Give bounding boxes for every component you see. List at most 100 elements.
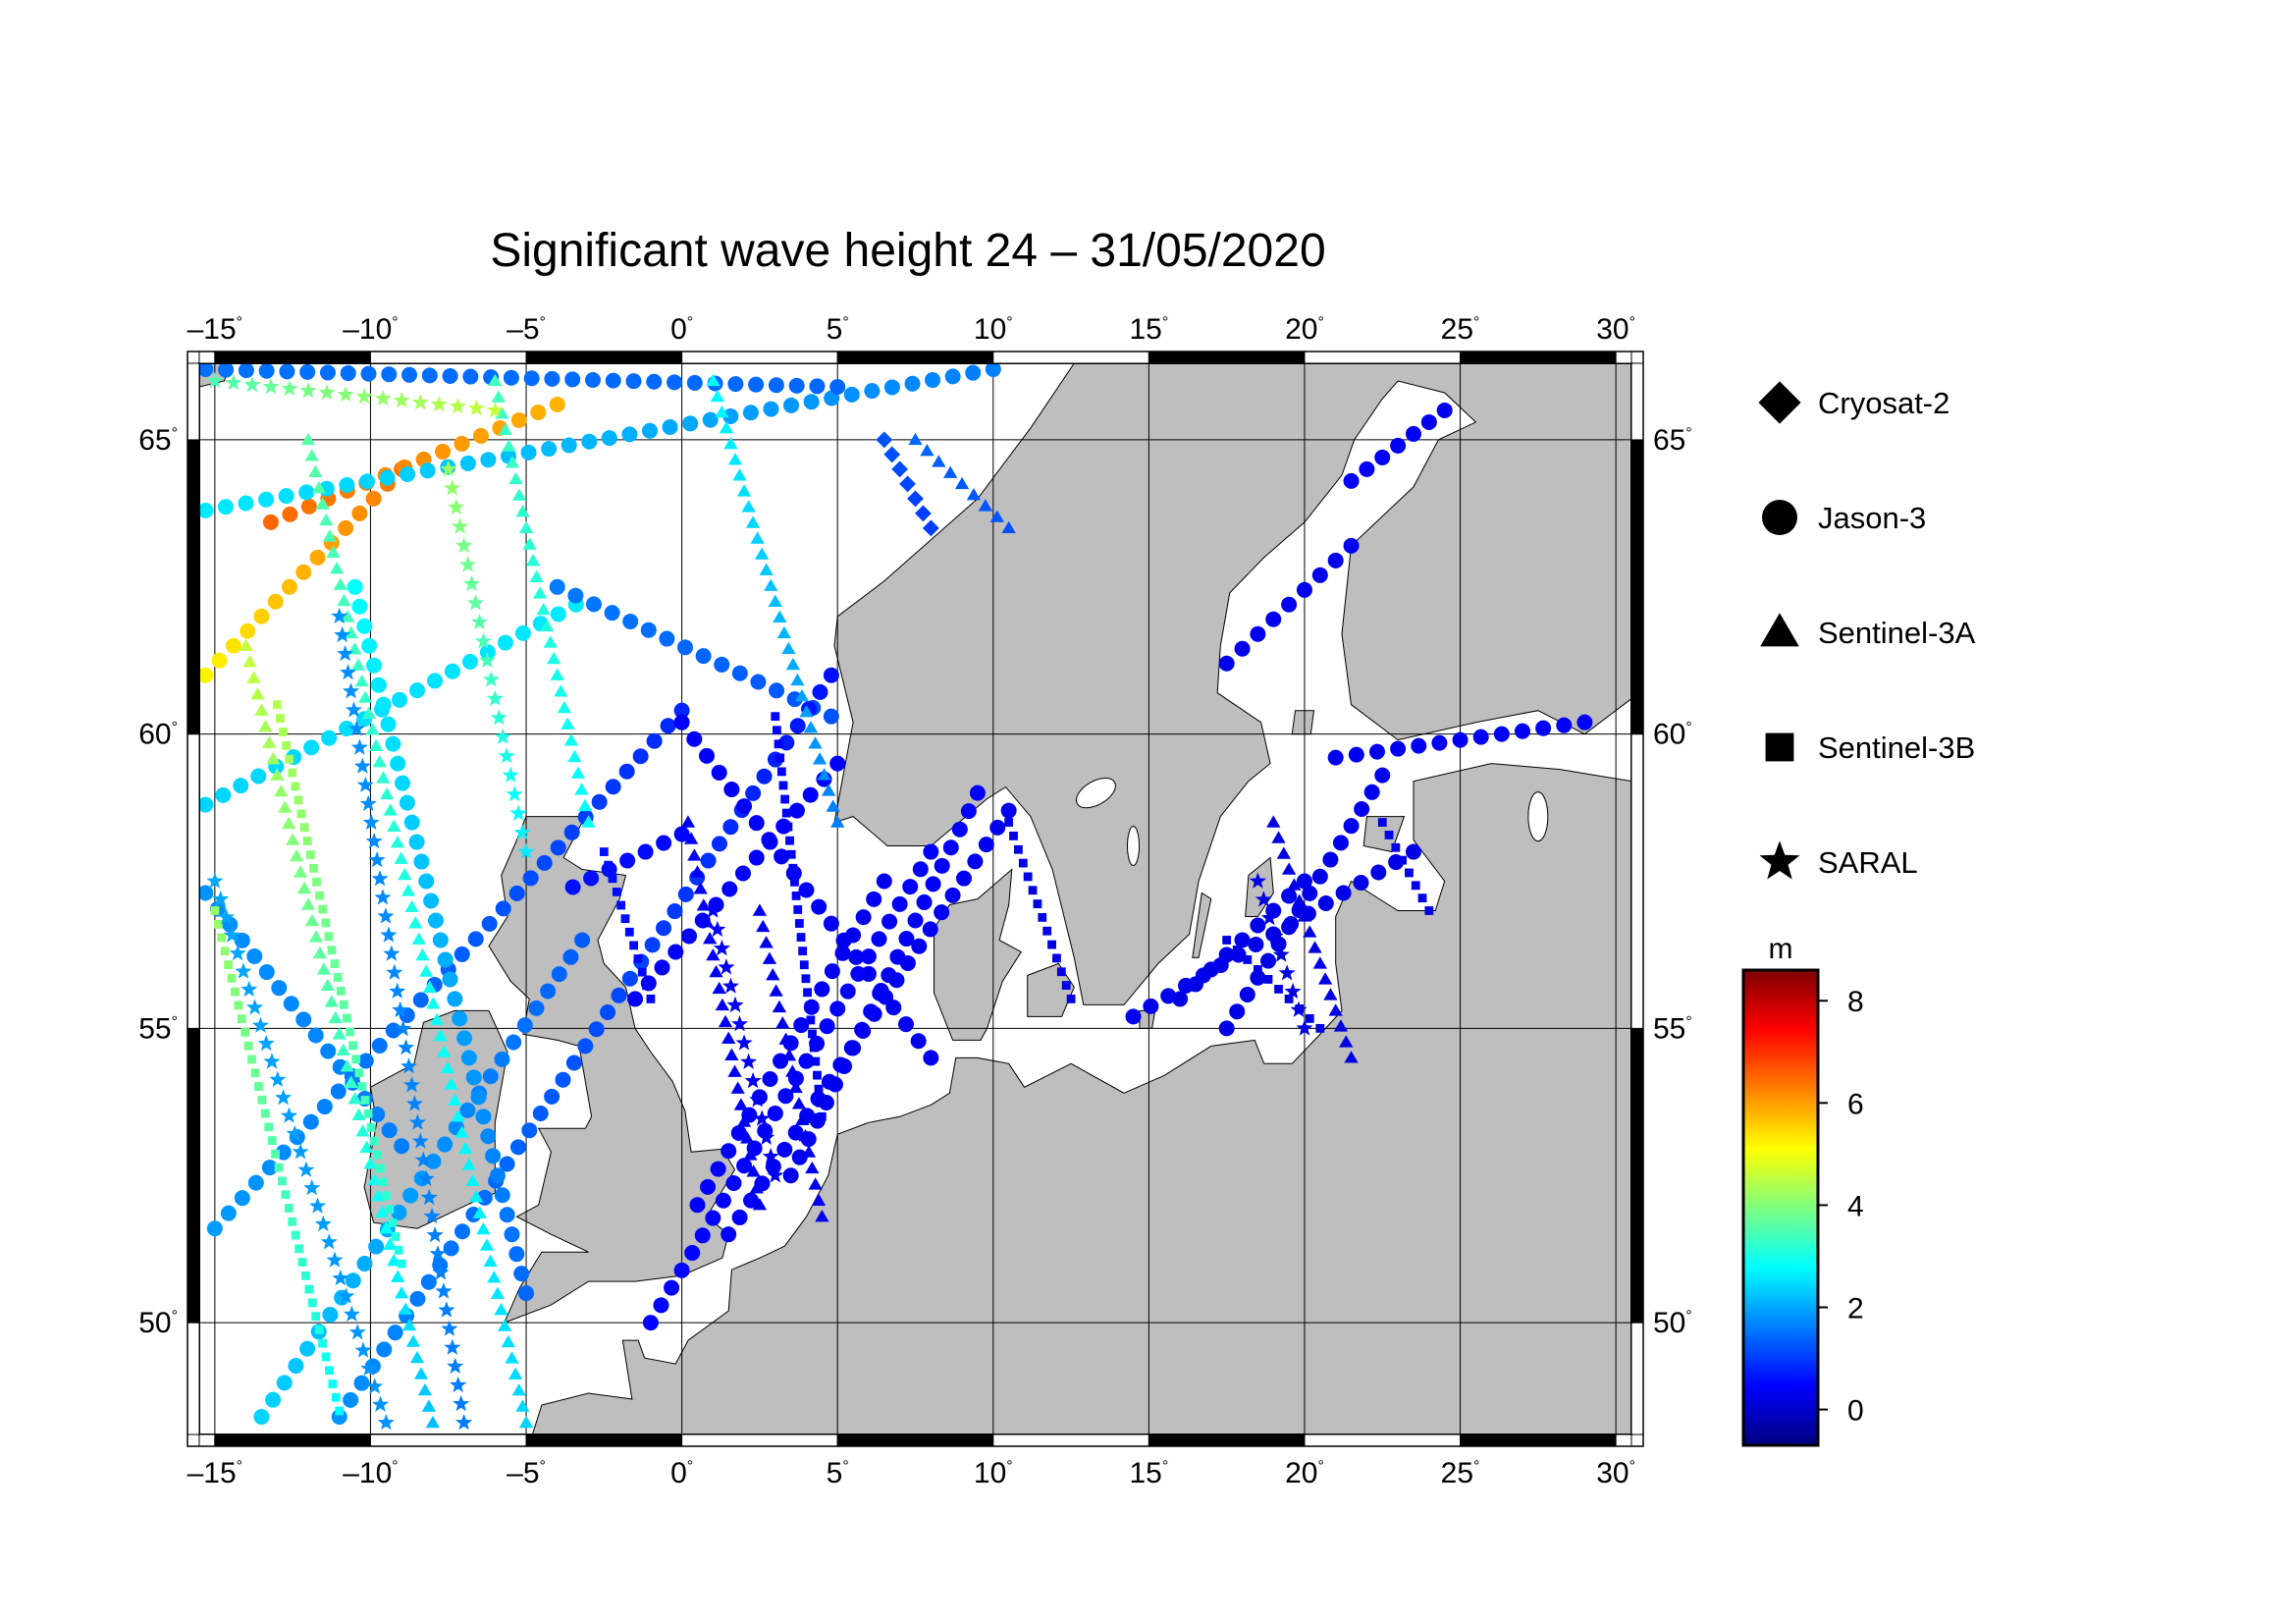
data-point bbox=[673, 702, 690, 719]
data-point bbox=[456, 1030, 473, 1047]
data-point bbox=[772, 1000, 787, 1013]
data-point bbox=[422, 980, 437, 994]
data-point bbox=[324, 932, 334, 942]
data-point bbox=[768, 594, 782, 607]
data-point bbox=[1390, 740, 1407, 757]
data-point bbox=[814, 1084, 824, 1094]
data-point bbox=[335, 1406, 345, 1416]
data-point bbox=[319, 364, 336, 381]
data-point bbox=[967, 853, 984, 870]
data-point bbox=[627, 991, 644, 1007]
data-point bbox=[459, 1102, 476, 1118]
data-point bbox=[262, 514, 279, 530]
data-point bbox=[653, 1297, 669, 1314]
data-point bbox=[423, 1207, 441, 1224]
data-point bbox=[400, 1057, 418, 1074]
data-point bbox=[498, 422, 513, 436]
lat-tick-label-left: 50° bbox=[138, 1307, 178, 1339]
data-point bbox=[798, 882, 815, 898]
data-point bbox=[237, 1014, 246, 1024]
data-point bbox=[365, 490, 382, 507]
data-point bbox=[876, 431, 893, 449]
data-point bbox=[616, 900, 626, 910]
lon-tick-label-top: 0° bbox=[670, 313, 693, 346]
data-point bbox=[267, 1136, 277, 1145]
data-point bbox=[1042, 926, 1052, 936]
data-point bbox=[1178, 977, 1195, 994]
frame-segment-left bbox=[187, 1027, 200, 1324]
data-point bbox=[907, 912, 924, 929]
data-point bbox=[494, 1302, 508, 1316]
frame-segment-bottom bbox=[214, 1434, 371, 1447]
data-point bbox=[272, 700, 282, 710]
data-point bbox=[312, 877, 321, 887]
data-point bbox=[752, 903, 768, 916]
frame-segment-left bbox=[187, 1322, 200, 1435]
data-point bbox=[316, 962, 332, 975]
data-point bbox=[426, 673, 443, 689]
data-point bbox=[758, 1128, 775, 1145]
data-point bbox=[356, 776, 374, 792]
data-point bbox=[667, 374, 683, 391]
data-point bbox=[629, 941, 639, 950]
data-point bbox=[292, 1143, 309, 1160]
data-point bbox=[299, 1340, 316, 1357]
data-point bbox=[923, 843, 939, 860]
data-point bbox=[965, 364, 982, 381]
data-point bbox=[710, 389, 725, 403]
data-point bbox=[264, 1122, 274, 1132]
data-point bbox=[823, 915, 839, 932]
data-point bbox=[254, 1082, 263, 1091]
data-point bbox=[703, 932, 718, 945]
data-point bbox=[351, 598, 368, 615]
data-point bbox=[787, 1124, 804, 1141]
data-point bbox=[775, 753, 785, 763]
data-point bbox=[730, 1081, 745, 1094]
data-point bbox=[726, 996, 744, 1013]
data-point bbox=[476, 1221, 491, 1235]
data-point bbox=[483, 1254, 498, 1268]
colorbar-tick-label: 6 bbox=[1847, 1088, 1864, 1120]
frame-segment-top bbox=[198, 351, 216, 364]
data-point bbox=[404, 899, 419, 913]
data-point bbox=[722, 407, 739, 424]
data-point bbox=[1317, 894, 1334, 911]
data-point bbox=[966, 487, 982, 501]
data-point bbox=[199, 667, 214, 683]
data-point bbox=[781, 808, 791, 818]
data-point bbox=[817, 1111, 827, 1121]
data-point bbox=[459, 455, 476, 471]
data-point bbox=[625, 373, 642, 390]
data-point bbox=[346, 1027, 354, 1037]
data-point bbox=[794, 919, 804, 928]
data-point bbox=[405, 1095, 423, 1111]
data-point bbox=[1066, 995, 1076, 1003]
data-point bbox=[257, 1035, 275, 1052]
data-point bbox=[1374, 767, 1391, 784]
data-point bbox=[199, 502, 214, 518]
data-point bbox=[704, 901, 721, 918]
data-point bbox=[430, 396, 448, 412]
colorbar: m 0 2 4 6 8 bbox=[1741, 933, 1864, 1447]
data-point bbox=[611, 987, 627, 1003]
data-point bbox=[393, 392, 410, 408]
data-point bbox=[788, 377, 805, 394]
data-point bbox=[989, 819, 1006, 836]
data-point bbox=[907, 490, 924, 508]
data-point bbox=[482, 1068, 499, 1085]
data-point bbox=[664, 1279, 680, 1296]
data-point bbox=[798, 1129, 813, 1142]
lat-tick-label-right: 65° bbox=[1653, 424, 1692, 457]
data-point bbox=[382, 1191, 392, 1201]
data-point bbox=[380, 716, 397, 732]
data-point bbox=[788, 863, 798, 873]
data-point bbox=[808, 1029, 817, 1039]
data-point bbox=[719, 421, 734, 434]
data-point bbox=[288, 1217, 297, 1226]
data-point bbox=[788, 802, 805, 819]
data-point bbox=[823, 667, 839, 683]
data-point bbox=[506, 785, 523, 802]
data-point bbox=[876, 873, 892, 890]
data-point bbox=[780, 794, 790, 804]
frame-segment-top bbox=[681, 351, 838, 364]
